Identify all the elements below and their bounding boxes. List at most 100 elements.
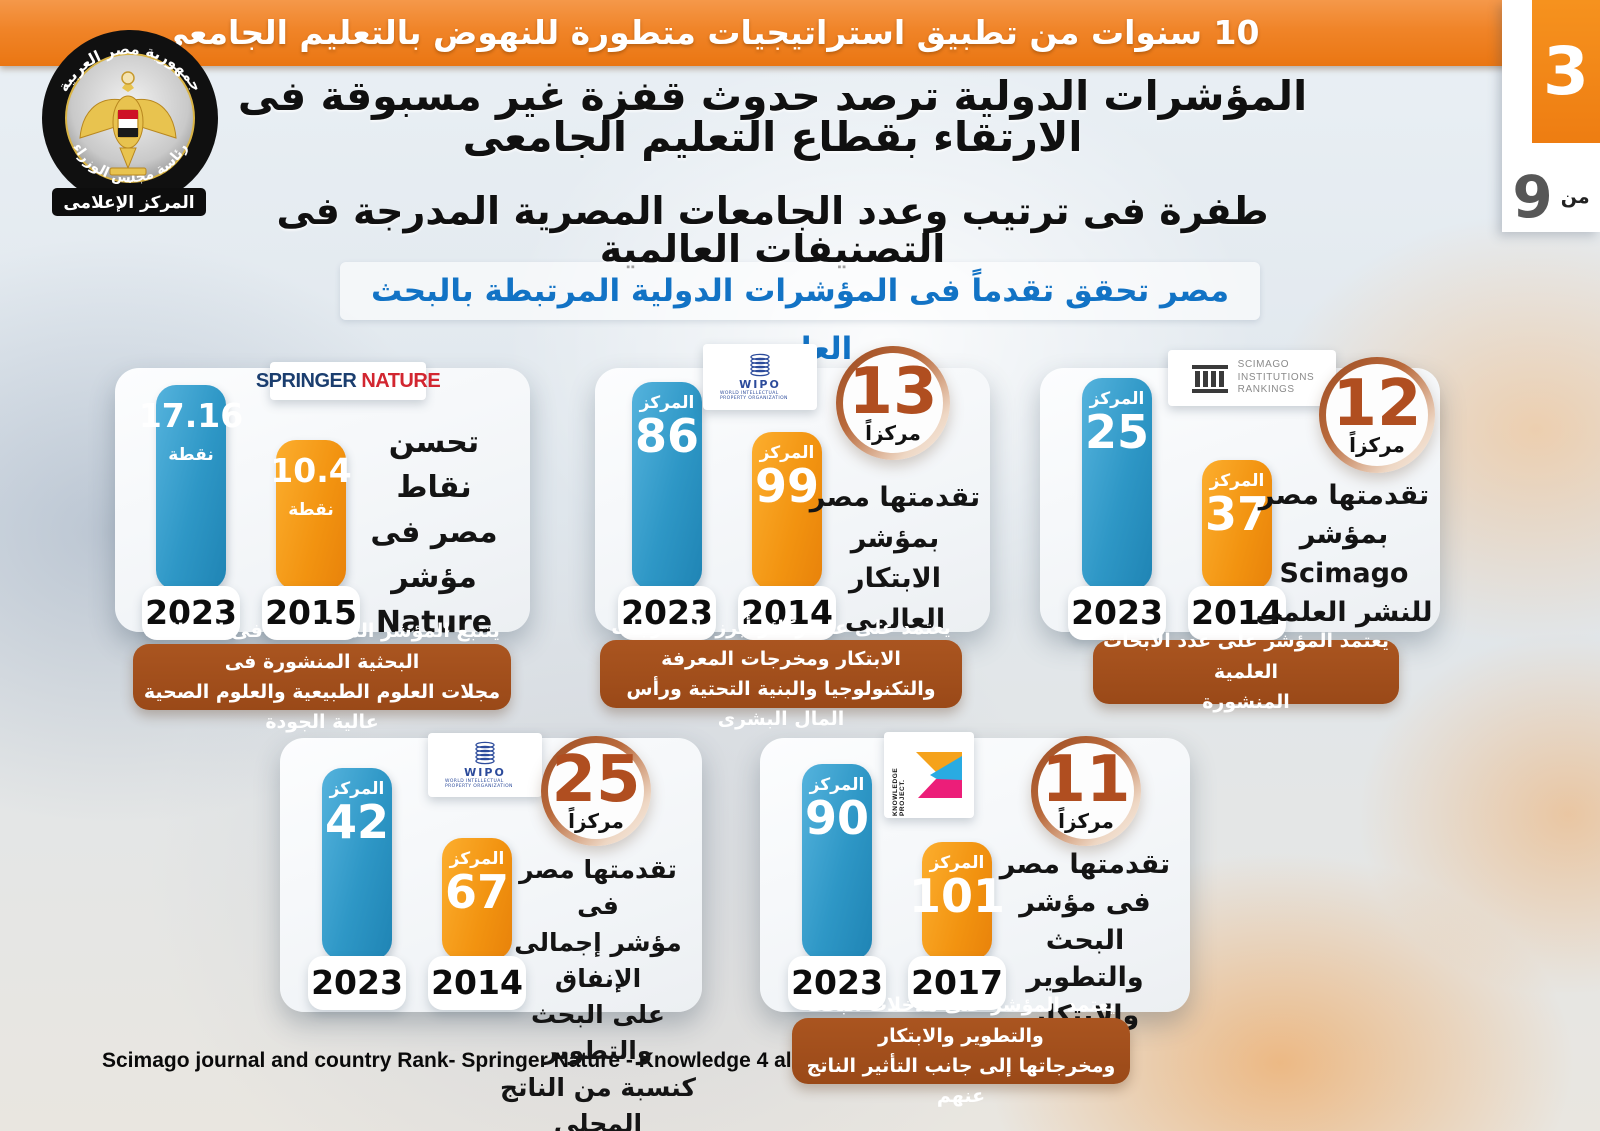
top-banner-text: 10 سنوات من تطبيق استراتيجيات متطورة للن…	[130, 13, 1260, 52]
bar-2014: المركز 67 2014	[428, 838, 526, 1010]
bar-2023: المركز 86 2023	[618, 382, 716, 640]
nature-bars: 17.16 نقطة 2023 10.4 نقطة 2015	[139, 385, 360, 640]
gii-bars: المركز 86 2023 المركز 99 2014	[618, 382, 836, 640]
year-chip: 2023	[618, 586, 716, 640]
top-banner	[0, 0, 1600, 66]
scimago-line1: SCIMAGO	[1237, 359, 1290, 371]
wipo-coil-icon	[475, 741, 495, 764]
page-of-label: من	[1560, 186, 1590, 208]
bar-2023: المركز 25 2023	[1068, 378, 1166, 640]
badge-number: 12	[1332, 366, 1422, 441]
scimago-bars: المركز 25 2023 المركز 37 2014	[1068, 378, 1286, 640]
bar-orange: المركز 101	[909, 842, 1005, 960]
section-subtitle: مصر تحقق تقدماً فى المؤشرات الدولية المر…	[340, 262, 1260, 367]
nature-footnote: يتتبع المؤشر المساهمات فى المقالات البحث…	[133, 620, 511, 733]
badge-label: مركزاً	[568, 809, 624, 834]
bar-value: 37	[1204, 487, 1269, 541]
gii-improvement-badge: 13 مركزاً	[836, 346, 950, 460]
bar-2023: 17.16 نقطة 2023	[139, 385, 243, 640]
scimago-logo: SCIMAGO INSTITUTIONS RANKINGS	[1168, 350, 1336, 406]
scimago-footnote: يعتمد المؤشر على عدد الابحاث العلمية الم…	[1093, 630, 1399, 713]
bar-2014: المركز 37 2014	[1188, 460, 1286, 640]
bar-orange: المركز 67	[442, 838, 512, 960]
springer-nature-logo: SPRINGER NATURE	[256, 362, 441, 400]
bar-value: 42	[324, 795, 389, 849]
bar-2015: 10.4 نقطة 2015	[262, 440, 360, 640]
eagle-icon	[79, 71, 177, 176]
bar-2023: المركز 90 2023	[788, 764, 886, 1010]
bar-label: المركز	[1089, 389, 1145, 409]
scimago-line2: INSTITUTIONS	[1237, 371, 1315, 383]
bar-orange: المركز 99	[752, 432, 822, 590]
bar-label: المركز	[759, 443, 815, 463]
egypt-government-emblem: جمهورية مصر العربية رئاسة مجلس الوزراء ا…	[42, 30, 218, 216]
knowledge-bars: المركز 90 2023 المركز 101 2017	[788, 764, 1006, 1010]
wipo-logo: WIPO WORLD INTELLECTUAL PROPERTY ORGANIZ…	[703, 344, 817, 410]
badge-label: مركزاً	[865, 421, 921, 446]
scimago-line3: RANKINGS	[1237, 384, 1295, 396]
page-number: 3	[1543, 33, 1589, 110]
year-chip: 2014	[738, 586, 836, 640]
bar-unit: نقطة	[288, 499, 334, 520]
knowledge-improvement-badge: 11 مركزاً	[1031, 736, 1141, 846]
year-chip: 2017	[908, 956, 1006, 1010]
page-number-box: 3	[1532, 0, 1600, 143]
bar-label: المركز	[809, 775, 865, 795]
wipo-logo-text: WIPO	[739, 377, 781, 391]
wipo-logo-caption: WORLD INTELLECTUAL PROPERTY ORGANIZATION	[445, 778, 513, 790]
rnd-improvement-badge: 25 مركزاً	[541, 736, 651, 846]
year-chip: 2023	[142, 586, 240, 640]
scimago-description: تقدمتها مصر بمؤشر Scimago للنشر العلمى	[1255, 480, 1433, 629]
knowledge-logo-caption: KNOWLEDGE PROJECT.	[892, 767, 906, 816]
bar-blue: 17.16 نقطة	[139, 385, 243, 590]
page-indicator-rail: 3 من 9	[1502, 0, 1600, 232]
page-of: من 9	[1502, 168, 1600, 226]
bar-value: 25	[1084, 405, 1149, 459]
emblem-ribbon-text: المركز الإعلامى	[63, 193, 194, 213]
knowledge-project-logo: KNOWLEDGE PROJECT.	[884, 732, 974, 818]
wipo-logo-caption: WORLD INTELLECTUAL PROPERTY ORGANIZATION	[720, 390, 788, 402]
springer-logo-text: SPRINGER	[255, 369, 357, 392]
headline-line1: المؤشرات الدولية ترصد حدوث قفزة غير مسبو…	[237, 72, 1308, 161]
badge-label: مركزاً	[1349, 433, 1405, 458]
emblem-ribbon	[52, 188, 206, 216]
year-chip: 2015	[262, 586, 360, 640]
bar-blue: المركز 42	[322, 768, 392, 960]
bar-blue: المركز 86	[632, 382, 702, 590]
bar-value: 90	[804, 791, 869, 845]
bar-value: 17.16	[138, 396, 244, 435]
year-chip: 2014	[1188, 586, 1286, 640]
bar-2014: المركز 99 2014	[738, 432, 836, 640]
year-chip: 2023	[788, 956, 886, 1010]
scimago-logo-text: SCIMAGO INSTITUTIONS RANKINGS	[1238, 359, 1315, 397]
bar-value: 99	[754, 459, 819, 513]
nature-logo-text: NATURE	[361, 369, 441, 392]
headline-line2: طفرة فى ترتيب وعدد الجامعات المصرية المد…	[276, 189, 1269, 271]
gii-footnote: يعتمد على عدة ركائز أبرزها مخرجات الابتك…	[600, 617, 962, 730]
bar-value: 86	[634, 409, 699, 463]
wipo-coil-icon	[750, 353, 770, 376]
wipo-logo-2: WIPO WORLD INTELLECTUAL PROPERTY ORGANIZ…	[428, 733, 542, 797]
rnd-bars: المركز 42 2023 المركز 67 2014	[308, 768, 526, 1010]
badge-number: 13	[848, 354, 938, 429]
headline: المؤشرات الدولية ترصد حدوث قفزة غير مسبو…	[175, 72, 1370, 271]
bar-label: المركز	[329, 779, 385, 799]
gii-description: تقدمتها مصر بمؤشر الابتكار العالمى	[809, 482, 981, 635]
year-chip: 2023	[308, 956, 406, 1010]
bar-label: المركز	[1209, 471, 1265, 491]
year-chip: 2023	[1068, 586, 1166, 640]
bar-blue: المركز 25	[1082, 378, 1152, 590]
year-chip: 2014	[428, 956, 526, 1010]
bar-label: المركز	[639, 393, 695, 413]
knowledge-k-icon	[916, 752, 962, 798]
bar-2023: المركز 42 2023	[308, 768, 406, 1010]
bar-orange: المركز 37	[1202, 460, 1272, 590]
bar-value: 67	[444, 865, 509, 919]
bar-2017: المركز 101 2017	[908, 842, 1006, 1010]
source-text: Scimago journal and country Rank- Spring…	[102, 1049, 873, 1072]
bar-orange: 10.4 نقطة	[270, 440, 352, 590]
page-total: 9	[1512, 163, 1553, 231]
scimago-building-icon	[1191, 365, 1228, 393]
badge-number: 11	[1041, 742, 1131, 817]
